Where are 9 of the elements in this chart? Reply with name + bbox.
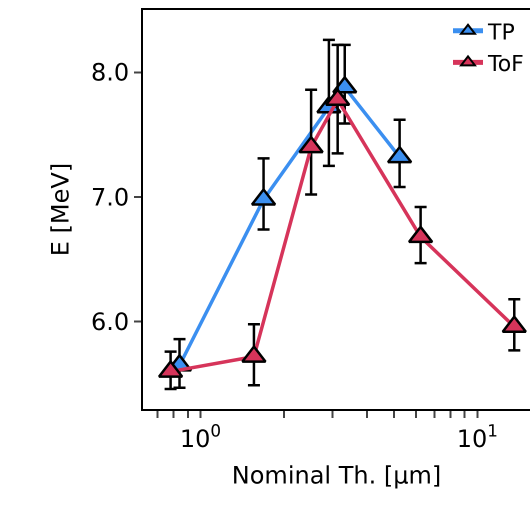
x-tick-label: 10$^{0}$ xyxy=(180,420,222,453)
legend-label: TP xyxy=(487,20,515,46)
x-axis-title: Nominal Th. [μm] xyxy=(232,462,442,490)
y-tick-label: 6.0 xyxy=(91,308,130,336)
y-axis-title: E [MeV] xyxy=(46,162,75,256)
x-tick-label: 10$^{1}$ xyxy=(456,420,498,453)
legend-label: ToF xyxy=(487,52,524,77)
y-tick-label: 8.0 xyxy=(91,58,130,87)
y-tick-label: 7.0 xyxy=(91,183,130,212)
